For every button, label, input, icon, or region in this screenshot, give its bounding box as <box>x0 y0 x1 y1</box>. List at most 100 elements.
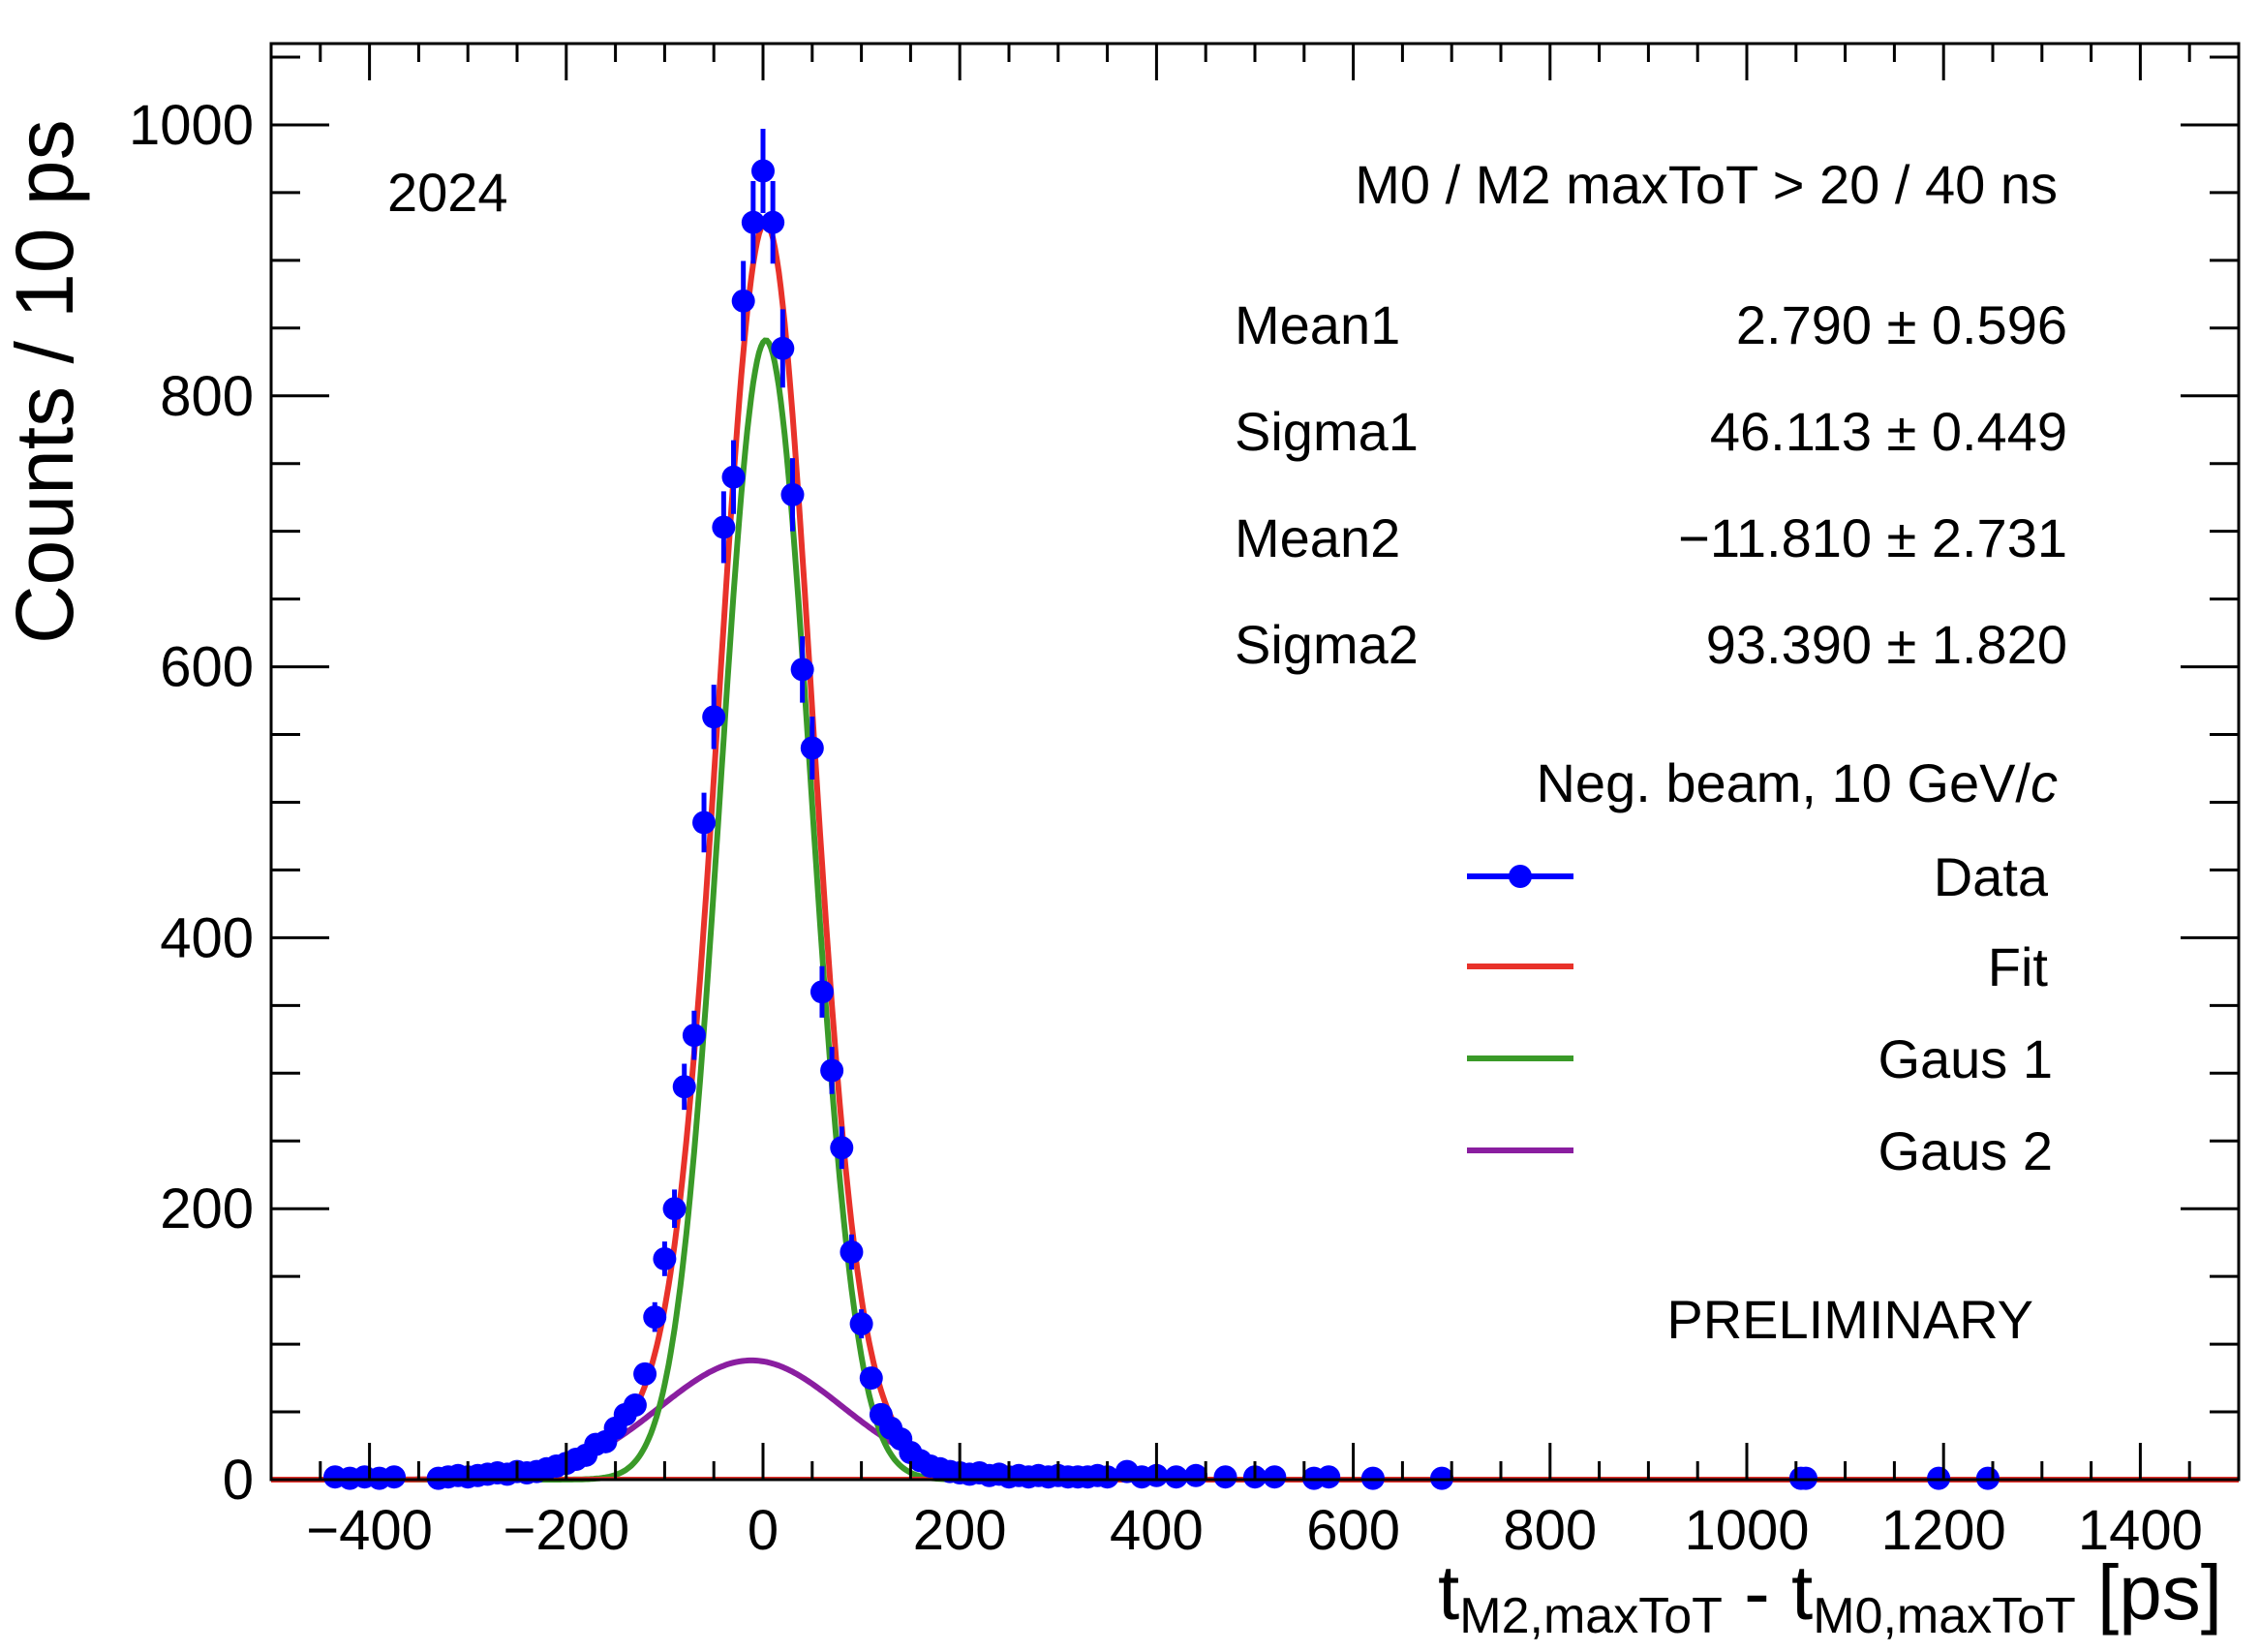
data-marker <box>643 1305 667 1330</box>
data-point <box>653 1241 677 1276</box>
x-tick-label: −200 <box>503 1499 629 1562</box>
data-marker <box>790 658 814 682</box>
data-marker <box>830 1136 854 1160</box>
x-axis-title: tM2,maxToT - tM0,maxToT [ps] <box>1438 1549 2222 1644</box>
legend-entry-gaus1: Gaus 1 <box>1467 1028 2053 1089</box>
y-tick-label: 200 <box>160 1178 254 1240</box>
y-tick-label: 600 <box>160 636 254 699</box>
x-tick-label: 800 <box>1503 1499 1597 1562</box>
stat-name-sigma1: Sigma1 <box>1235 401 1419 462</box>
data-point <box>780 458 805 532</box>
data-marker <box>840 1239 864 1264</box>
data-marker <box>1263 1465 1287 1489</box>
x-tick-label: −400 <box>306 1499 433 1562</box>
data-point <box>672 1063 696 1111</box>
y-tick-label: 400 <box>160 906 254 969</box>
data-point <box>849 1309 873 1339</box>
data-marker <box>849 1312 873 1336</box>
data-marker <box>771 336 795 360</box>
legend-label-gaus2: Gaus 2 <box>1878 1120 2053 1181</box>
data-point <box>721 440 746 514</box>
y-axis-title: Counts / 10 ps <box>0 119 90 644</box>
data-marker <box>1184 1463 1208 1487</box>
stat-value-sigma1: 46.113 ± 0.449 <box>1710 401 2067 462</box>
data-marker <box>780 482 805 506</box>
stat-name-sigma2: Sigma2 <box>1235 614 1419 675</box>
x-tick-label: 1000 <box>1684 1499 1809 1562</box>
data-point <box>692 792 717 853</box>
data-point <box>751 129 775 213</box>
data-marker <box>751 159 775 183</box>
legend-entry-gaus2: Gaus 2 <box>1467 1120 2053 1181</box>
data-point <box>633 1361 657 1386</box>
stat-name-mean2: Mean2 <box>1235 507 1400 568</box>
data-point <box>662 1189 687 1228</box>
data-marker <box>741 210 765 234</box>
data-point <box>790 636 814 703</box>
data-marker <box>692 811 717 835</box>
data-point <box>382 1465 406 1489</box>
beam-label: Neg. beam, 10 GeV/c <box>1536 752 2058 813</box>
x-tick-label: 200 <box>913 1499 1007 1562</box>
legend-label-gaus1: Gaus 1 <box>1878 1028 2053 1089</box>
data-marker <box>721 465 746 489</box>
data-point <box>623 1393 647 1418</box>
stat-name-mean1: Mean1 <box>1235 294 1400 355</box>
data-marker <box>633 1361 657 1386</box>
legend-entry-fit: Fit <box>1467 936 2048 997</box>
data-marker <box>682 1024 706 1048</box>
data-point <box>1317 1465 1341 1489</box>
x-tick-label: 1200 <box>1881 1499 2006 1562</box>
data-marker <box>653 1246 677 1270</box>
x-tick-label: 400 <box>1110 1499 1204 1562</box>
data-point <box>1184 1463 1208 1487</box>
data-point <box>761 181 785 264</box>
data-point <box>682 1010 706 1060</box>
data-marker <box>662 1197 687 1221</box>
data-point <box>1213 1465 1237 1489</box>
legend-label-fit: Fit <box>1988 936 2049 997</box>
data-marker <box>800 736 824 760</box>
plot-frame <box>269 42 2241 1482</box>
stat-value-sigma2: 93.390 ± 1.820 <box>1706 614 2067 675</box>
stat-value-mean1: 2.790 ± 0.596 <box>1736 294 2067 355</box>
legend-label-data: Data <box>1934 846 2049 907</box>
data-marker <box>1164 1465 1188 1489</box>
data-marker <box>809 980 834 1004</box>
x-tick-label: 1400 <box>2078 1499 2203 1562</box>
legend: Data Fit Gaus 1 Gaus 2 <box>1467 846 2053 1181</box>
data-marker <box>1317 1465 1341 1489</box>
x-tick-label: 600 <box>1306 1499 1400 1562</box>
data-marker <box>820 1058 844 1083</box>
y-tick-label: 0 <box>223 1449 254 1512</box>
data-marker <box>702 705 726 729</box>
data-marker <box>1213 1465 1237 1489</box>
data-point <box>809 965 834 1018</box>
legend-marker-data <box>1509 865 1532 888</box>
y-tick-label: 1000 <box>129 94 254 157</box>
status-label: PRELIMINARY <box>1666 1289 2033 1350</box>
data-marker <box>672 1075 696 1099</box>
data-marker <box>859 1366 883 1391</box>
data-marker <box>382 1465 406 1489</box>
data-point <box>1263 1465 1287 1489</box>
y-tick-label: 800 <box>160 365 254 428</box>
data-marker <box>761 210 785 234</box>
stat-value-mean2: −11.810 ± 2.731 <box>1678 507 2067 568</box>
data-point <box>840 1234 864 1270</box>
data-point <box>820 1047 844 1094</box>
legend-entry-data: Data <box>1467 846 2049 907</box>
data-point <box>741 181 765 264</box>
data-point <box>702 685 726 750</box>
data-point <box>1164 1465 1188 1489</box>
axis-tick-labels: −400 −200 0 200 400 600 800 1000 1200 1400 0 200 400… <box>129 94 2203 1562</box>
fit-stats: Mean1 2.790 ± 0.596 Sigma1 46.113 ± 0.44… <box>1235 294 2067 675</box>
data-point <box>712 491 736 564</box>
x-tick-label: 0 <box>748 1499 779 1562</box>
data-point <box>859 1366 883 1391</box>
data-point <box>643 1301 667 1332</box>
data-point <box>771 309 795 388</box>
data-marker <box>731 289 755 313</box>
